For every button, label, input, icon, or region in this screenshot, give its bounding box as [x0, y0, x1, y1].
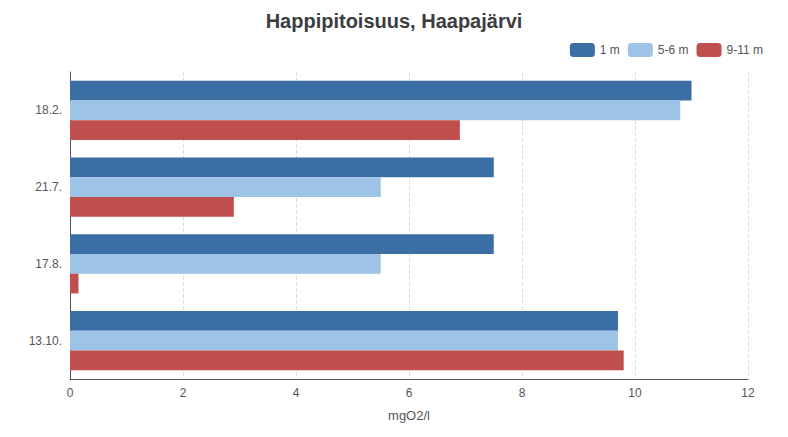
svg-text:8: 8	[519, 386, 526, 400]
svg-text:9-11 m: 9-11 m	[727, 43, 763, 57]
svg-text:2: 2	[180, 386, 187, 400]
svg-text:18.2.: 18.2.	[35, 103, 62, 117]
svg-text:5-6 m: 5-6 m	[658, 43, 689, 57]
svg-text:mgO2/l: mgO2/l	[388, 408, 430, 423]
svg-text:1 m: 1 m	[600, 43, 620, 57]
svg-text:6: 6	[406, 386, 413, 400]
svg-text:12: 12	[741, 386, 755, 400]
svg-text:Happipitoisuus, Haapajärvi: Happipitoisuus, Haapajärvi	[266, 10, 523, 32]
svg-text:0: 0	[67, 386, 74, 400]
svg-text:10: 10	[628, 386, 642, 400]
svg-text:17.8.: 17.8.	[35, 257, 62, 271]
svg-text:13.10.: 13.10.	[29, 334, 62, 348]
svg-text:21.7.: 21.7.	[35, 180, 62, 194]
svg-text:4: 4	[293, 386, 300, 400]
